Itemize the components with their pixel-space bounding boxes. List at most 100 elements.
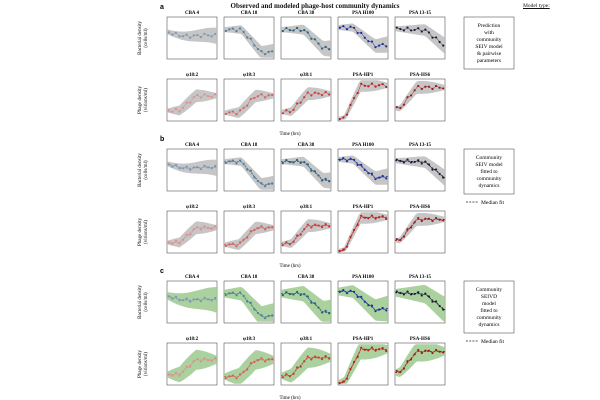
observed-point: [271, 357, 274, 361]
observed-point: [395, 238, 398, 241]
observed-point: [178, 242, 181, 245]
observed-point: [246, 104, 249, 107]
observed-point: [442, 87, 445, 90]
observed-point: [271, 314, 274, 317]
observed-point: [263, 317, 267, 320]
observed-point: [253, 176, 256, 179]
observed-point: [210, 95, 213, 98]
observed-point: [370, 40, 374, 43]
observed-point: [235, 245, 238, 248]
observed-point: [438, 40, 441, 44]
observed-point: [249, 169, 252, 172]
observed-point: [360, 346, 363, 349]
observed-point: [438, 172, 441, 176]
observed-point: [303, 161, 306, 164]
model-band: [338, 344, 388, 384]
observed-point: [313, 302, 317, 305]
observed-point: [192, 360, 195, 363]
subplot-title: PSA-HS6: [410, 337, 431, 342]
observed-point: [385, 177, 388, 180]
panel-letter: a: [160, 4, 164, 11]
observed-point: [267, 314, 270, 317]
observed-point: [434, 216, 438, 220]
observed-point: [196, 165, 199, 169]
observed-point: [363, 300, 366, 303]
subplot-title: CBA 38: [298, 143, 315, 148]
observed-point: [231, 110, 235, 113]
observed-point: [210, 35, 213, 38]
observed-point: [320, 311, 324, 314]
observed-point: [210, 167, 213, 170]
observed-point: [345, 28, 349, 31]
observed-point: [345, 160, 349, 163]
observed-point: [320, 225, 324, 229]
observed-point: [320, 179, 324, 182]
observed-point: [299, 29, 302, 33]
observed-point: [256, 311, 260, 315]
observed-point: [427, 31, 431, 34]
observed-point: [196, 357, 199, 361]
subplot-title: φ18:3: [243, 73, 256, 78]
observed-point: [181, 106, 185, 109]
observed-point: [328, 225, 331, 228]
observed-point: [238, 109, 242, 112]
observed-point: [438, 304, 441, 308]
observed-point: [192, 96, 195, 99]
observed-point: [402, 235, 406, 238]
observed-point: [256, 47, 260, 51]
observed-point: [238, 291, 242, 294]
observed-point: [288, 111, 292, 114]
observed-point: [214, 93, 217, 96]
observed-point: [328, 357, 331, 360]
panel-letter: b: [160, 136, 164, 143]
observed-point: [199, 35, 203, 39]
observed-point: [178, 299, 181, 302]
observed-point: [338, 118, 341, 121]
model-band: [167, 27, 217, 45]
observed-point: [228, 160, 231, 163]
model-description-text: Community: [476, 287, 503, 293]
observed-point: [402, 103, 406, 106]
observed-point: [203, 93, 206, 96]
model-band: [224, 221, 274, 250]
bacteria-ylabel: (cells/ml): [144, 292, 149, 311]
observed-point: [381, 306, 384, 310]
observed-point: [306, 31, 309, 34]
observed-point: [174, 163, 178, 166]
observed-point: [174, 239, 178, 242]
model-band: [338, 285, 388, 322]
median-fit-line: [167, 359, 217, 375]
observed-point: [256, 359, 260, 362]
observed-point: [181, 238, 185, 241]
observed-point: [431, 168, 434, 171]
observed-point: [328, 180, 331, 183]
observed-point: [310, 301, 313, 304]
observed-point: [352, 290, 356, 293]
observed-point: [185, 297, 188, 300]
observed-point: [409, 293, 413, 296]
observed-point: [185, 233, 188, 236]
observed-point: [317, 42, 320, 45]
observed-point: [342, 380, 345, 383]
observed-point: [214, 164, 217, 168]
observed-point: [324, 90, 327, 94]
observed-point: [285, 26, 288, 30]
observed-point: [224, 376, 227, 380]
observed-point: [238, 27, 242, 30]
observed-point: [324, 354, 327, 358]
observed-point: [356, 223, 359, 227]
observed-point: [317, 174, 320, 177]
model-band: [167, 287, 217, 313]
observed-point: [399, 291, 402, 295]
observed-point: [320, 93, 324, 97]
observed-point: [246, 300, 249, 303]
observed-point: [303, 360, 306, 363]
observed-point: [424, 85, 427, 88]
observed-point: [395, 290, 398, 293]
observed-point: [431, 87, 434, 91]
observed-point: [338, 290, 341, 293]
observed-point: [363, 84, 366, 87]
observed-point: [271, 182, 274, 185]
observed-point: [178, 374, 181, 377]
